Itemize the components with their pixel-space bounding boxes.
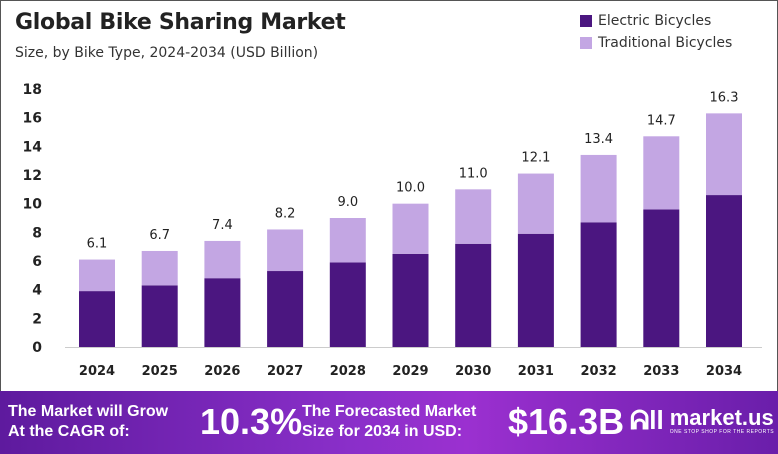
y-tick-label: 12 <box>23 168 42 184</box>
x-tick-label: 2029 <box>392 364 428 379</box>
data-label-total: 7.4 <box>212 218 233 233</box>
bar-traditional-2031 <box>517 173 554 234</box>
bar-electric-2030 <box>455 243 492 347</box>
x-tick-label: 2033 <box>643 364 679 379</box>
data-label-total: 11.0 <box>459 166 488 181</box>
data-label-total: 10.0 <box>396 181 425 196</box>
x-tick-label: 2026 <box>204 364 240 379</box>
bar-traditional-2028 <box>329 218 366 263</box>
y-tick-label: 4 <box>32 283 42 299</box>
legend-label-electric: Electric Bicycles <box>598 13 712 29</box>
x-tick-label: 2034 <box>706 364 742 379</box>
y-tick-label: 14 <box>23 139 43 155</box>
bar-electric-2027 <box>267 271 304 347</box>
legend-swatch-traditional <box>580 37 592 49</box>
bar-traditional-2029 <box>392 203 429 254</box>
bar-electric-2034 <box>706 195 742 347</box>
logo-tagline: ONE STOP SHOP FOR THE REPORTS <box>669 429 775 435</box>
bar-traditional-2024 <box>79 259 115 292</box>
cagr-value: 10.3% <box>200 401 303 442</box>
bar-traditional-2034 <box>706 113 742 196</box>
y-tick-label: 10 <box>23 197 43 213</box>
x-tick-label: 2031 <box>518 364 554 379</box>
x-tick-label: 2030 <box>455 364 491 379</box>
footer-banner: The Market will Grow At the CAGR of: 10.… <box>0 391 778 454</box>
bar-electric-2029 <box>392 253 429 347</box>
bar-electric-2031 <box>517 233 554 347</box>
legend: Electric Bicycles Traditional Bicycles <box>580 10 732 54</box>
logo-mark-icon: ᕱll <box>630 405 664 435</box>
y-tick-label: 18 <box>23 82 42 98</box>
x-tick-label: 2027 <box>267 364 303 379</box>
data-label-total: 9.0 <box>337 195 358 210</box>
bar-electric-2025 <box>141 285 178 347</box>
chart-title: Global Bike Sharing Market <box>15 10 346 35</box>
bar-electric-2028 <box>329 262 366 347</box>
bar-traditional-2032 <box>580 154 617 223</box>
bar-electric-2024 <box>79 291 115 347</box>
logo-name: market.us <box>669 405 774 430</box>
bar-traditional-2030 <box>455 189 492 244</box>
bar-traditional-2026 <box>204 240 241 279</box>
chart-subtitle: Size, by Bike Type, 2024-2034 (USD Billi… <box>15 45 319 61</box>
legend-label-traditional: Traditional Bicycles <box>598 35 733 51</box>
forecast-value: $16.3B <box>508 401 625 442</box>
market-us-logo: ᕱll market.us ONE STOP SHOP FOR THE REPO… <box>630 405 774 437</box>
y-tick-label: 16 <box>23 111 42 127</box>
bar-traditional-2025 <box>141 250 178 286</box>
data-label-total: 13.4 <box>584 132 613 147</box>
bar-chart: 0 2 4 6 8 10 12 14 16 18 6.1 2024 6.7 2025 7.4 2026 8.2 2… <box>23 82 762 379</box>
x-tick-label: 2032 <box>581 364 617 379</box>
y-tick-label: 2 <box>32 311 42 327</box>
data-label-total: 6.1 <box>87 237 108 252</box>
data-label-total: 8.2 <box>275 206 296 221</box>
x-tick-label: 2028 <box>330 364 366 379</box>
data-label-total: 16.3 <box>710 90 739 105</box>
y-tick-label: 8 <box>32 225 42 241</box>
legend-item-electric: Electric Bicycles <box>580 10 732 32</box>
x-tick-label: 2024 <box>79 364 115 379</box>
x-tick-label: 2025 <box>142 364 178 379</box>
bar-electric-2026 <box>204 278 241 347</box>
bar-traditional-2033 <box>643 136 680 210</box>
bar-electric-2033 <box>643 209 680 347</box>
data-label-total: 12.1 <box>521 151 550 166</box>
data-label-total: 14.7 <box>647 113 676 128</box>
bar-electric-2032 <box>580 222 617 347</box>
forecast-label: The Forecasted Market Size for 2034 in U… <box>302 403 477 440</box>
cagr-label: The Market will Grow At the CAGR of: <box>8 403 169 440</box>
legend-item-traditional: Traditional Bicycles <box>580 32 732 54</box>
data-label-total: 6.7 <box>149 228 170 243</box>
y-tick-label: 0 <box>32 340 42 356</box>
legend-swatch-electric <box>580 15 592 27</box>
y-tick-label: 6 <box>32 254 42 270</box>
bar-traditional-2027 <box>267 229 304 272</box>
